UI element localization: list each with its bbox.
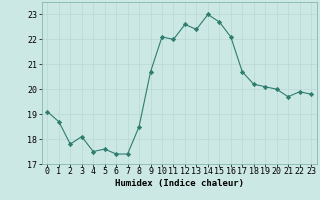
X-axis label: Humidex (Indice chaleur): Humidex (Indice chaleur)	[115, 179, 244, 188]
